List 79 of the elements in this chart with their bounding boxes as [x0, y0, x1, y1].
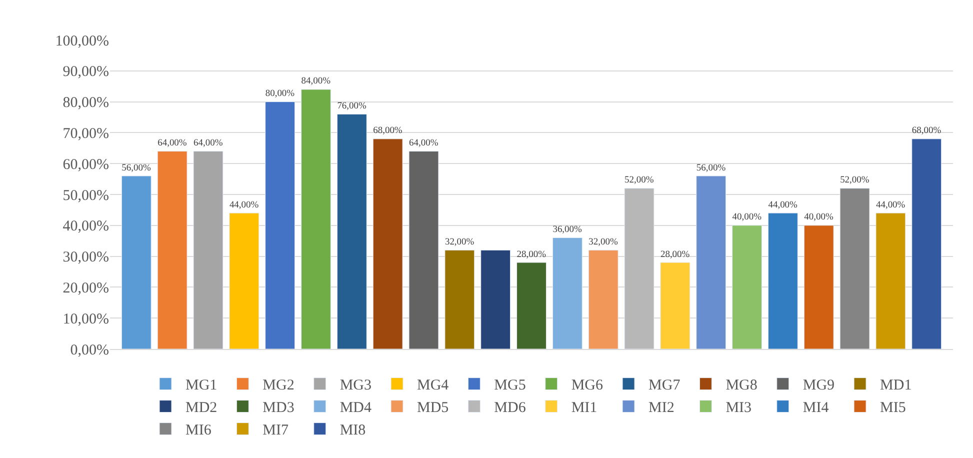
bar — [265, 102, 296, 349]
y-tick-label: 90,00% — [62, 64, 109, 80]
data-label: 52,00% — [624, 176, 654, 186]
y-tick-label: 40,00% — [62, 218, 109, 235]
legend-label: MD2 — [186, 400, 218, 416]
bar — [768, 212, 798, 349]
bar — [660, 262, 690, 349]
bar — [480, 250, 511, 349]
bar — [804, 225, 834, 349]
y-tick-label: 20,00% — [62, 280, 109, 296]
legend-label: MI5 — [880, 400, 906, 416]
bar — [912, 138, 942, 349]
data-label: 68,00% — [373, 126, 402, 136]
legend-label: MD1 — [880, 378, 912, 394]
data-label: 56,00% — [696, 163, 726, 174]
data-label: 76,00% — [337, 101, 366, 112]
legend-label: MD6 — [494, 400, 526, 416]
legend-label: MG1 — [186, 378, 218, 394]
legend-label: MI3 — [726, 400, 752, 416]
bar — [157, 150, 188, 349]
legend-label: MG5 — [494, 378, 526, 394]
legend-label: MI2 — [648, 400, 674, 416]
bar — [121, 176, 152, 349]
y-tick-label: 70,00% — [62, 126, 109, 142]
bar — [229, 212, 260, 349]
data-label: 32,00% — [588, 237, 618, 248]
legend-label: MG6 — [571, 378, 604, 394]
data-label: 40,00% — [732, 212, 762, 223]
data-label: 36,00% — [552, 225, 582, 236]
data-label: 28,00% — [660, 250, 690, 260]
y-tick-label: 50,00% — [62, 188, 109, 204]
legend-label: MI7 — [262, 422, 289, 439]
legend-label: MD5 — [417, 400, 449, 416]
data-label: 32,00% — [444, 237, 474, 248]
data-label: 44,00% — [229, 200, 259, 210]
y-tick-label: 10,00% — [62, 311, 109, 328]
legend-label: MG8 — [726, 378, 758, 394]
legend-label: MG3 — [340, 378, 372, 394]
legend-label: MI8 — [340, 422, 366, 439]
data-label: 68,00% — [912, 126, 942, 136]
bar — [696, 176, 726, 349]
data-label: 64,00% — [194, 138, 223, 149]
data-label: 40,00% — [804, 212, 834, 223]
data-label: 80,00% — [265, 89, 295, 100]
y-tick-label: 100,00% — [55, 33, 109, 50]
bar — [876, 212, 906, 349]
y-tick-label: 0,00% — [70, 342, 109, 358]
data-label: 28,00% — [516, 250, 546, 260]
legend-label: MG9 — [802, 378, 835, 394]
bar — [193, 150, 224, 349]
bar — [732, 225, 762, 349]
bar — [516, 262, 546, 349]
y-tick-label: 80,00% — [62, 95, 109, 112]
legend-label: MG4 — [417, 378, 450, 394]
data-label: 52,00% — [840, 176, 870, 186]
bar — [408, 150, 439, 349]
legend-label: MI1 — [571, 400, 598, 416]
data-label: 84,00% — [301, 76, 331, 87]
data-label: 64,00% — [409, 138, 438, 149]
bar — [840, 188, 870, 349]
bar — [336, 114, 367, 349]
bar — [372, 138, 403, 349]
bar — [624, 188, 654, 349]
y-tick-label: 30,00% — [62, 250, 109, 266]
legend-label: MD4 — [340, 400, 372, 416]
bar — [552, 238, 582, 349]
data-label: 56,00% — [122, 163, 151, 174]
data-label: 44,00% — [876, 200, 906, 210]
legend-label: MG7 — [648, 378, 681, 394]
legend-label: MD3 — [262, 400, 294, 416]
bar — [444, 250, 475, 349]
data-label: 44,00% — [768, 200, 798, 210]
legend-label: MI4 — [802, 400, 830, 416]
legend-label: MG2 — [262, 378, 294, 394]
bar — [301, 89, 331, 349]
legend-label: MI6 — [186, 422, 212, 439]
bar — [588, 250, 618, 349]
data-label: 64,00% — [158, 138, 187, 149]
y-tick-label: 60,00% — [62, 156, 109, 173]
